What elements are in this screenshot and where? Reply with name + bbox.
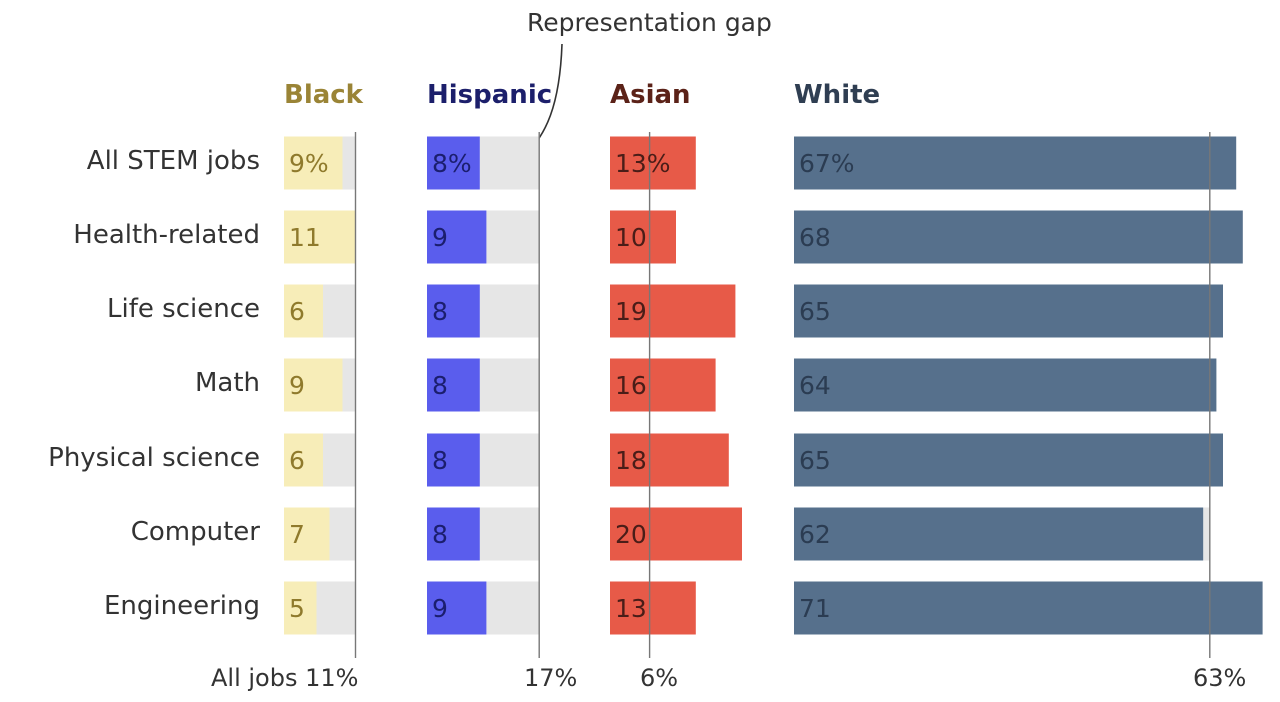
bar-black-physical-science (284, 433, 323, 487)
bar-asian-computer (610, 507, 742, 561)
category-label-physical-science: Physical science (48, 443, 260, 473)
bar-hispanic-physical-science (427, 433, 480, 487)
gap-black-engineering (316, 581, 356, 635)
gap-black-physical-science (323, 433, 356, 487)
gap-hispanic-computer (479, 507, 540, 561)
gap-hispanic-all-stem-jobs (479, 136, 540, 190)
data-label-white-math: 64 (799, 371, 831, 400)
bar-white-life-science (794, 284, 1223, 338)
series-title-hispanic: Hispanic (427, 80, 553, 110)
gap-hispanic-health-related (486, 210, 540, 264)
bar-asian-life-science (610, 284, 736, 338)
bar-white-math (794, 358, 1217, 412)
data-label-black-computer: 7 (289, 520, 305, 549)
bar-hispanic-life-science (427, 284, 480, 338)
data-label-hispanic-math: 8 (432, 371, 448, 400)
data-label-asian-health-related: 10 (615, 223, 647, 252)
bar-asian-engineering (610, 581, 696, 635)
bar-hispanic-engineering (427, 581, 487, 635)
bar-white-all-stem-jobs (794, 136, 1237, 190)
data-label-white-physical-science: 65 (799, 446, 831, 475)
bar-asian-all-stem-jobs (610, 136, 696, 190)
data-label-black-physical-science: 6 (289, 446, 305, 475)
data-label-asian-all-stem-jobs: 13% (615, 149, 671, 178)
gap-black-life-science (323, 284, 356, 338)
category-label-health-related: Health-related (73, 220, 260, 250)
data-label-hispanic-engineering: 9 (432, 594, 448, 623)
data-label-white-engineering: 71 (799, 594, 831, 623)
data-label-black-all-stem-jobs: 9% (289, 149, 329, 178)
data-label-white-all-stem-jobs: 67% (799, 149, 855, 178)
data-label-hispanic-physical-science: 8 (432, 446, 448, 475)
reference-label-asian: 6% (640, 664, 679, 692)
category-label-engineering: Engineering (104, 591, 260, 621)
bar-hispanic-all-stem-jobs (427, 136, 480, 190)
gap-white-computer (1203, 507, 1210, 561)
bar-black-engineering (284, 581, 317, 635)
data-label-hispanic-all-stem-jobs: 8% (432, 149, 472, 178)
data-label-white-health-related: 68 (799, 223, 831, 252)
data-label-asian-math: 16 (615, 371, 647, 400)
data-label-hispanic-computer: 8 (432, 520, 448, 549)
bar-white-computer (794, 507, 1204, 561)
gap-black-computer (329, 507, 356, 561)
data-label-white-computer: 62 (799, 520, 831, 549)
gap-hispanic-engineering (486, 581, 540, 635)
data-label-black-life-science: 6 (289, 297, 305, 326)
gap-hispanic-math (479, 358, 540, 412)
annotation-representation-gap: Representation gap (527, 8, 772, 37)
category-label-all-stem-jobs: All STEM jobs (86, 146, 260, 176)
bar-black-all-stem-jobs (284, 136, 343, 190)
category-label-computer: Computer (130, 517, 260, 547)
gap-hispanic-life-science (479, 284, 540, 338)
data-label-white-life-science: 65 (799, 297, 831, 326)
gap-black-all-stem-jobs (342, 136, 356, 190)
bar-asian-math (610, 358, 716, 412)
bar-black-life-science (284, 284, 323, 338)
bar-black-math (284, 358, 343, 412)
data-label-hispanic-life-science: 8 (432, 297, 448, 326)
series-title-white: White (794, 80, 881, 110)
data-label-black-engineering: 5 (289, 594, 305, 623)
data-label-black-health-related: 11 (289, 223, 321, 252)
series-title-asian: Asian (610, 80, 691, 110)
reference-label-white: 63% (1193, 664, 1247, 692)
data-label-black-math: 9 (289, 371, 305, 400)
bar-hispanic-computer (427, 507, 480, 561)
gap-hispanic-physical-science (479, 433, 540, 487)
bar-asian-physical-science (610, 433, 729, 487)
bar-asian-health-related (610, 210, 676, 264)
bar-hispanic-health-related (427, 210, 487, 264)
data-label-asian-computer: 20 (615, 520, 647, 549)
bar-white-physical-science (794, 433, 1223, 487)
series-title-black: Black (284, 80, 363, 110)
category-label-math: Math (194, 368, 260, 398)
data-label-asian-physical-science: 18 (615, 446, 647, 475)
bar-black-computer (284, 507, 330, 561)
bar-black-health-related (284, 210, 356, 264)
reference-label-hispanic: 17% (524, 664, 578, 692)
bar-white-engineering (794, 581, 1263, 635)
bar-hispanic-math (427, 358, 480, 412)
data-label-asian-life-science: 19 (615, 297, 647, 326)
category-label-life-science: Life science (107, 294, 260, 324)
data-label-asian-engineering: 13 (615, 594, 647, 623)
gap-black-math (342, 358, 356, 412)
bar-white-health-related (794, 210, 1243, 264)
data-label-hispanic-health-related: 9 (432, 223, 448, 252)
reference-label-black: All jobs 11% (211, 664, 359, 692)
